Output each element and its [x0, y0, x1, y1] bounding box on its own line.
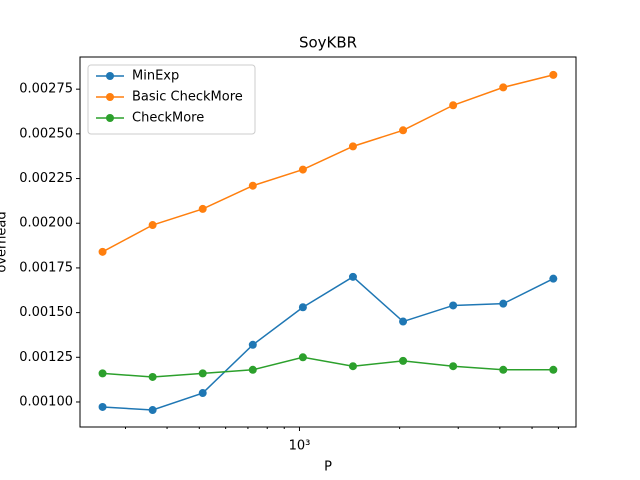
y-tick-label: 0.00200 [19, 216, 73, 231]
plot-frame [79, 56, 577, 428]
y-tick-label: 0.00150 [19, 305, 73, 320]
data-point [298, 353, 307, 362]
legend-marker [106, 114, 114, 122]
data-point [499, 299, 508, 308]
data-point [248, 365, 257, 374]
data-point [549, 70, 558, 79]
data-point [198, 389, 207, 398]
y-tick-label: 0.00225 [19, 171, 73, 186]
data-point [198, 369, 207, 378]
data-point [449, 301, 458, 310]
data-point [399, 317, 408, 326]
x-tick-label: 10³ [289, 439, 311, 454]
y-tick-label: 0.00175 [19, 260, 73, 275]
data-point [148, 372, 157, 381]
y-axis-label: overhead [0, 211, 10, 272]
legend-label: Basic CheckMore [132, 90, 243, 105]
data-point [449, 101, 458, 110]
series-line [102, 74, 554, 253]
legend-marker [106, 93, 114, 101]
data-point [298, 165, 307, 174]
data-point [399, 126, 408, 135]
data-point [98, 247, 107, 256]
y-tick-label: 0.00275 [19, 82, 73, 97]
data-point [449, 362, 458, 371]
data-point [348, 272, 357, 281]
data-point [549, 365, 558, 374]
series-line [102, 275, 554, 411]
y-tick-label: 0.00250 [19, 126, 73, 141]
data-point [148, 406, 157, 415]
data-point [399, 356, 408, 365]
legend-label: MinExp [132, 69, 179, 84]
chart-title: SoyKBR [299, 34, 357, 52]
data-point [348, 142, 357, 151]
data-point [248, 340, 257, 349]
data-point [499, 365, 508, 374]
x-axis-label: P [324, 460, 332, 475]
legend-box [87, 64, 256, 135]
data-point [549, 274, 558, 283]
data-point [198, 204, 207, 213]
y-tick-label: 0.00100 [19, 394, 73, 409]
legend-label: CheckMore [132, 111, 204, 126]
legend-marker [106, 72, 114, 80]
data-point [298, 303, 307, 312]
y-tick-label: 0.00125 [19, 350, 73, 365]
data-point [248, 181, 257, 190]
series-line [102, 356, 554, 378]
data-point [499, 83, 508, 92]
data-point [348, 362, 357, 371]
data-point [98, 402, 107, 411]
data-point [148, 221, 157, 230]
data-point [98, 369, 107, 378]
